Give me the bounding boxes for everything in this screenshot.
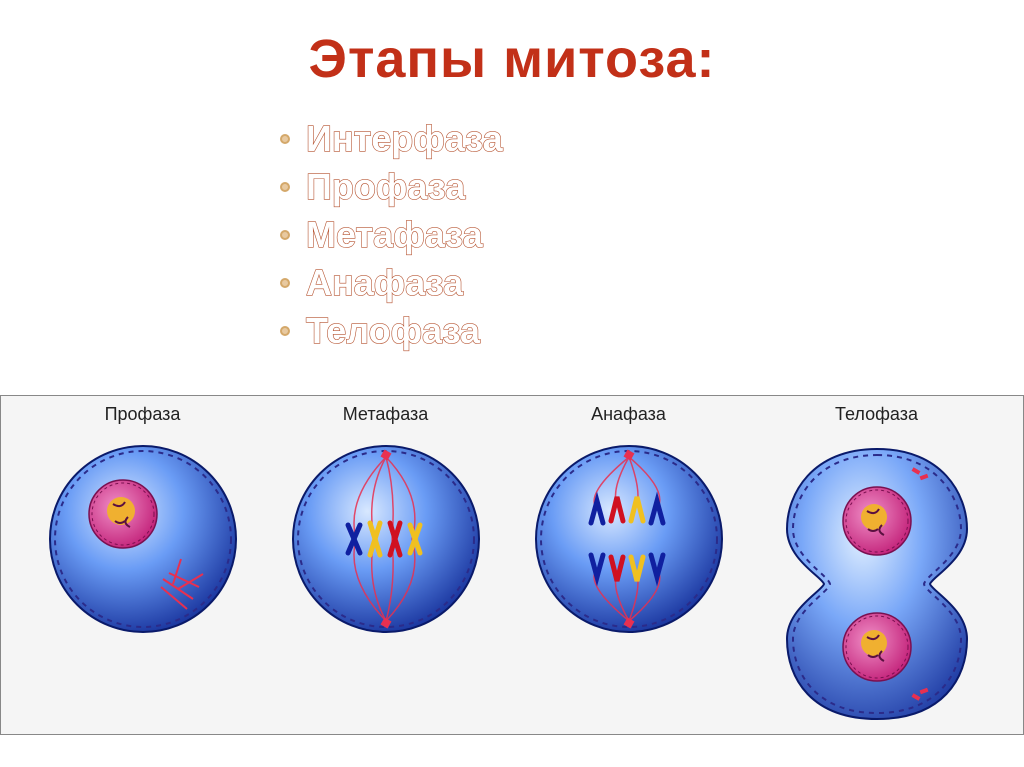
cell-anaphase: Анафаза xyxy=(529,404,729,639)
bullet-label: Телофаза xyxy=(306,310,480,352)
cell-label: Метафаза xyxy=(343,404,429,425)
cell-label: Анафаза xyxy=(591,404,666,425)
list-item: Телофаза xyxy=(280,310,1024,352)
bullet-icon xyxy=(280,278,290,288)
bullet-list: Интерфаза Профаза Метафаза Анафаза Телоф… xyxy=(280,118,1024,352)
list-item: Профаза xyxy=(280,166,1024,208)
bullet-icon xyxy=(280,182,290,192)
anaphase-icon xyxy=(529,439,729,639)
prophase-icon xyxy=(43,439,243,639)
list-item: Метафаза xyxy=(280,214,1024,256)
mitosis-diagram: Профаза xyxy=(0,395,1024,735)
cell-metaphase: Метафаза xyxy=(286,404,486,639)
bullet-icon xyxy=(280,230,290,240)
bullet-label: Профаза xyxy=(306,166,465,208)
metaphase-icon xyxy=(286,439,486,639)
bullet-label: Интерфаза xyxy=(306,118,503,160)
bullet-icon xyxy=(280,134,290,144)
cell-prophase: Профаза xyxy=(43,404,243,639)
bullet-label: Метафаза xyxy=(306,214,483,256)
bullet-label: Анафаза xyxy=(306,262,463,304)
list-item: Интерфаза xyxy=(280,118,1024,160)
slide-title: Этапы митоза: xyxy=(0,28,1024,90)
cell-label: Телофаза xyxy=(835,404,918,425)
cell-telophase: Телофаза xyxy=(772,404,982,729)
cell-label: Профаза xyxy=(105,404,181,425)
list-item: Анафаза xyxy=(280,262,1024,304)
telophase-icon xyxy=(772,439,982,729)
bullet-icon xyxy=(280,326,290,336)
